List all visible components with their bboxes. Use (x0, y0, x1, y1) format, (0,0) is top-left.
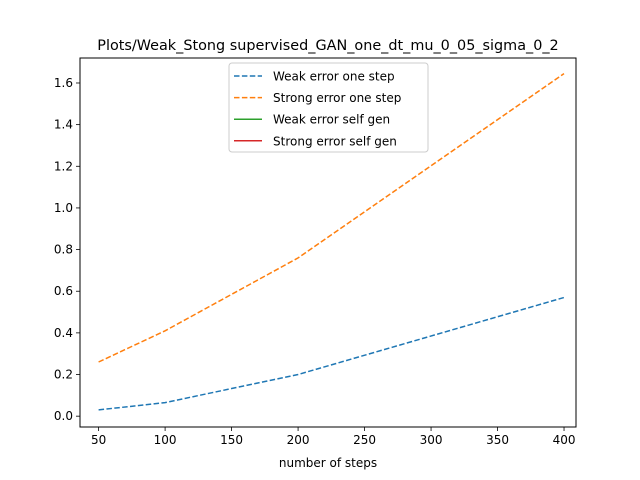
y-tick-label: 1.2 (54, 159, 73, 173)
x-tick-label: 350 (486, 433, 509, 447)
y-tick-label: 0.0 (54, 409, 73, 423)
series-line-2 (98, 72, 565, 363)
x-tick-label: 150 (220, 433, 243, 447)
x-tick-label: 100 (154, 433, 177, 447)
y-tick-label: 0.8 (54, 243, 73, 257)
series-layer (98, 72, 565, 411)
x-tick-label: 250 (353, 433, 376, 447)
legend-label: Strong error self gen (273, 134, 397, 148)
y-tick-label: 0.2 (54, 368, 73, 382)
x-tick-label: 300 (420, 433, 443, 447)
y-tick-label: 0.4 (54, 326, 73, 340)
x-axis-label: number of steps (279, 456, 377, 470)
legend-items: Weak error one step Strong error one step… (234, 70, 401, 148)
x-tick-label: 50 (91, 433, 106, 447)
y-tick-label: 1.4 (54, 118, 73, 132)
legend-label: Strong error one step (273, 91, 401, 105)
legend-label: Weak error one step (273, 70, 395, 84)
x-tick-label: 400 (553, 433, 576, 447)
y-tick-label: 1.0 (54, 201, 73, 215)
plot-frame (79, 57, 577, 428)
x-tick-label: 200 (287, 433, 310, 447)
legend-label: Weak error self gen (273, 113, 390, 127)
legend: Weak error one step Strong error one step… (228, 62, 429, 153)
ticks-layer: 50 100 150 200 250 300 350 400 0.0 0.2 0.4 0.6 0.8 1.… (54, 76, 576, 447)
y-tick-label: 0.6 (54, 284, 73, 298)
chart-title: Plots/Weak_Stong supervised_GAN_one_dt_m… (97, 38, 558, 54)
legend-box (228, 62, 429, 153)
y-tick-label: 1.6 (54, 76, 73, 90)
series-line-1 (98, 296, 565, 411)
